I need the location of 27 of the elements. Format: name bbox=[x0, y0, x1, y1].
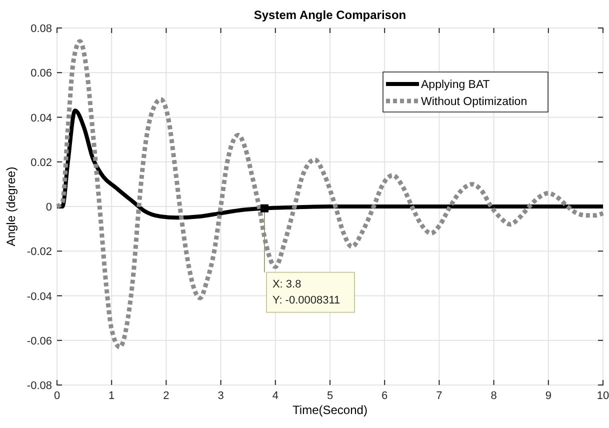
x-tick-label: 1 bbox=[108, 390, 115, 402]
x-tick-label: 7 bbox=[436, 390, 442, 402]
y-tick-label: 0.04 bbox=[30, 112, 52, 124]
x-tick-label: 3 bbox=[218, 390, 224, 402]
x-tick-label: 10 bbox=[596, 390, 609, 402]
y-tick-label: -0.08 bbox=[26, 380, 52, 392]
legend-label: Without Optimization bbox=[421, 96, 528, 108]
annotation: X: 3.8 Y: -0.0008311 bbox=[272, 278, 340, 306]
x-tick-label: 6 bbox=[382, 390, 388, 402]
legend-label: Applying BAT bbox=[421, 79, 490, 91]
x-tick-label: 5 bbox=[326, 390, 334, 402]
x-tick-label: 8 bbox=[490, 390, 497, 402]
y-axis-title: Angle (degree) bbox=[4, 166, 18, 246]
y-tick-label: -0.06 bbox=[26, 335, 52, 348]
y-tick-label: 0.08 bbox=[30, 23, 52, 35]
x-tick-label: 2 bbox=[163, 390, 170, 402]
x-tick-label: 0 bbox=[54, 390, 60, 402]
line-series bbox=[54, 39, 606, 350]
y-tick-label: 0.06 bbox=[30, 68, 52, 80]
y-tick-label: 0 bbox=[46, 202, 52, 214]
y-tick-label: -0.04 bbox=[26, 290, 52, 303]
y-tick-label: -0.02 bbox=[26, 246, 52, 258]
x-axis-title: Time(Second) bbox=[292, 403, 368, 417]
x-tick-label: 4 bbox=[272, 390, 278, 402]
x-tick-label: 9 bbox=[545, 390, 552, 402]
y-tick-label: 0.02 bbox=[30, 156, 52, 169]
chart-title: System Angle Comparison bbox=[254, 8, 406, 22]
